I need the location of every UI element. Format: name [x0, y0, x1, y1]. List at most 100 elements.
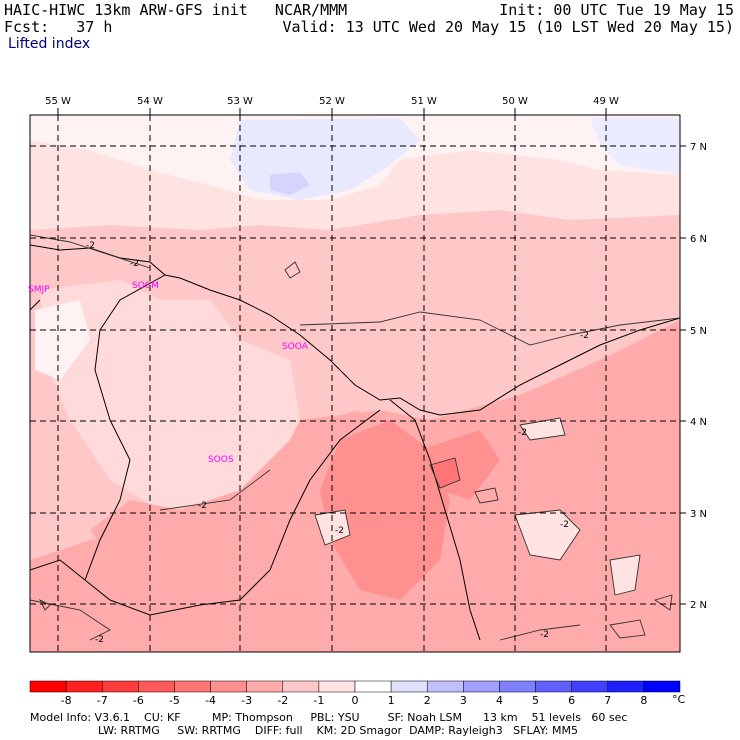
- contour-label: -2: [518, 428, 527, 438]
- colorbar-tick: 8: [640, 694, 647, 707]
- lon-label: 51 W: [411, 96, 437, 107]
- field-pocket-4: [610, 555, 640, 595]
- border-fragment: [30, 299, 41, 311]
- model-info-line1: Model Info: V3.6.1 CU: KF MP: Thompson P…: [30, 711, 628, 724]
- lon-label: 49 W: [593, 96, 619, 107]
- contour-labels: -2 -2 -2 -2 -2 -2 -2 -2 -2: [86, 241, 589, 645]
- contour-label: -2: [198, 501, 207, 511]
- colorbar-swatch: [571, 680, 609, 693]
- colorbar-swatch: [607, 680, 645, 693]
- contour-line: [429, 457, 461, 489]
- contour-line: [499, 624, 581, 641]
- field-pocket-2: [515, 510, 580, 560]
- contour-line: [609, 619, 646, 639]
- colorbar-swatch: [65, 680, 103, 693]
- contour-line: [30, 599, 111, 641]
- colorbar-swatch: [390, 680, 428, 693]
- colorbar-tick: 1: [388, 694, 395, 707]
- lon-label: 50 W: [502, 96, 528, 107]
- colorbar-tick: -5: [169, 694, 180, 707]
- graticule: [30, 115, 680, 652]
- border-suriname: [84, 274, 166, 581]
- colorbar-swatch: [354, 680, 392, 693]
- colorbar-unit: °C: [672, 693, 686, 706]
- colorbar: -8 -7 -6 -5 -4 -3 -2 -1 0 1 2 3 4 5 6 7 8: [29, 680, 681, 707]
- lifted-index-field: [30, 115, 680, 652]
- lat-label: 6 N: [690, 234, 707, 245]
- chart-title: HAIC-HIWC 13km ARW-GFS init NCAR/MMM: [4, 1, 348, 19]
- colorbar-swatch: [282, 680, 320, 693]
- contour-label: -2: [130, 259, 139, 269]
- lat-label: 7 N: [690, 142, 707, 153]
- model-info-line2: LW: RRTMG SW: RRTMG DIFF: full KM: 2D Sm…: [98, 724, 578, 737]
- lon-label: 55 W: [45, 96, 71, 107]
- colorbar-swatch: [535, 680, 572, 693]
- lon-ticks: [57, 108, 607, 115]
- map-frame: [29, 114, 681, 653]
- contour-label: -2: [95, 635, 104, 645]
- field-positive-core: [270, 172, 310, 195]
- colorbar-tick: -7: [97, 694, 108, 707]
- colorbar-swatch: [463, 680, 500, 693]
- field-name: Lifted index: [8, 36, 91, 52]
- colorbar-tick: 5: [532, 694, 539, 707]
- colorbar-swatch: [643, 680, 681, 693]
- station-label: SMJP: [28, 285, 50, 295]
- colorbar-swatch: [101, 680, 139, 693]
- lat-label: 2 N: [690, 600, 707, 611]
- colorbar-tick: 3: [460, 694, 467, 707]
- colorbar-swatch: [138, 680, 175, 693]
- contour-label: -2: [580, 331, 589, 341]
- stations: SMJP SOOA SOOS SOCM: [28, 281, 309, 465]
- init-time: Init: 00 UTC Tue 19 May 15: [499, 1, 734, 19]
- station-label: SOCM: [132, 281, 159, 291]
- lat-ticks: [680, 145, 686, 605]
- colorbar-tick: 2: [424, 694, 431, 707]
- field-interior-white: [35, 300, 90, 380]
- contour-line: [514, 509, 581, 561]
- colorbar-swatch: [174, 680, 211, 693]
- contour-line: [159, 469, 271, 511]
- colorbar-tick: -4: [205, 694, 216, 707]
- lon-label: 52 W: [319, 96, 345, 107]
- colorbar-tick: -8: [61, 694, 72, 707]
- colorbar-tick: 7: [604, 694, 611, 707]
- lon-label: 54 W: [137, 96, 163, 107]
- contour-line: [38, 598, 51, 611]
- colorbar-swatch: [318, 680, 356, 693]
- field-interior-light: [40, 280, 300, 510]
- lon-label: 53 W: [227, 96, 253, 107]
- contours: [30, 234, 680, 641]
- contour-line: [474, 487, 499, 504]
- field-pocket-3: [520, 418, 565, 440]
- field-minus-3: [320, 420, 450, 600]
- colorbar-tick: 4: [496, 694, 503, 707]
- field-minus-2-west: [90, 410, 360, 570]
- colorbar-tick: -3: [241, 694, 252, 707]
- colorbar-tick: 0: [352, 694, 359, 707]
- colorbar-swatch: [499, 680, 536, 693]
- station-label: SOOS: [208, 455, 234, 465]
- lon-labels: 55 W 54 W 53 W 52 W 51 W 50 W 49 W: [45, 96, 619, 107]
- lat-label: 4 N: [690, 417, 707, 428]
- colorbar-swatch: [210, 680, 247, 693]
- coastlines: [30, 244, 680, 641]
- lat-label: 5 N: [690, 326, 707, 337]
- contour-line: [519, 417, 566, 441]
- coastline: [30, 244, 680, 416]
- contour-label: -2: [86, 241, 95, 251]
- contour-label: -2: [335, 526, 344, 536]
- station-label: SOOA: [282, 342, 309, 352]
- colorbar-swatch: [426, 680, 464, 693]
- contour-line: [653, 594, 673, 611]
- border-oyapock: [389, 399, 481, 641]
- colorbar-swatch: [29, 680, 67, 693]
- border-south: [30, 409, 381, 616]
- colorbar-tick: -1: [313, 694, 324, 707]
- contour-line: [284, 261, 301, 279]
- field-minus-4: [430, 458, 460, 488]
- contour-line: [299, 311, 680, 346]
- contour-line: [609, 554, 641, 596]
- valid-time: Valid: 13 UTC Wed 20 May 15 (10 LST Wed …: [282, 18, 734, 36]
